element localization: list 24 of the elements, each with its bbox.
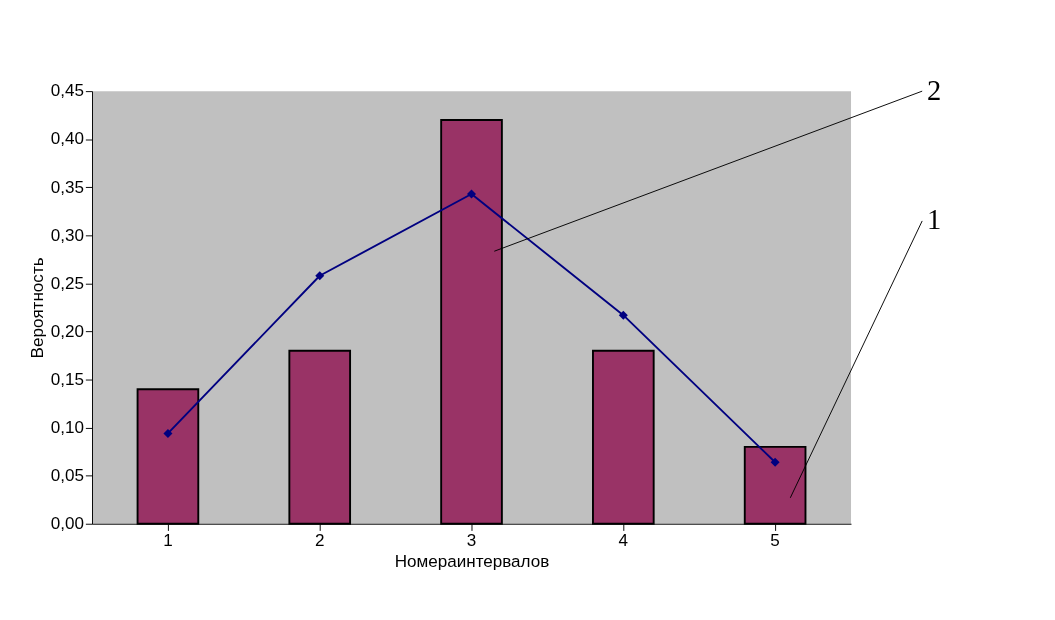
point [770, 457, 780, 467]
y-tick-label: 0,35 [50, 177, 84, 197]
y-tick-label: 0,10 [50, 417, 84, 437]
text: 2 [926, 74, 942, 106]
y-tick-label: 0,20 [50, 321, 84, 341]
point [467, 189, 477, 199]
x-tick-label: 1 [163, 531, 173, 551]
x-axis-title: Номераинтервалов [394, 551, 550, 571]
point [163, 428, 173, 438]
y-tick-label: 0,25 [50, 273, 84, 293]
y-tick-label: 0,05 [50, 465, 84, 485]
y-tick-label: 0,30 [50, 225, 84, 245]
x-tick-label: 2 [314, 531, 325, 551]
point [618, 310, 628, 320]
point [315, 271, 325, 281]
y-tick-label: 0,45 [50, 81, 84, 101]
y-tick-label: 0,15 [50, 369, 84, 389]
y-tick-label: 0,00 [50, 513, 84, 533]
y-tick-label: 0,40 [50, 129, 84, 149]
x-tick-label: 3 [466, 531, 477, 551]
y-axis-title: Вероятность [28, 257, 48, 359]
x-tick-label: 4 [618, 531, 629, 551]
text: 1 [926, 204, 942, 236]
x-tick-label: 5 [770, 531, 780, 551]
